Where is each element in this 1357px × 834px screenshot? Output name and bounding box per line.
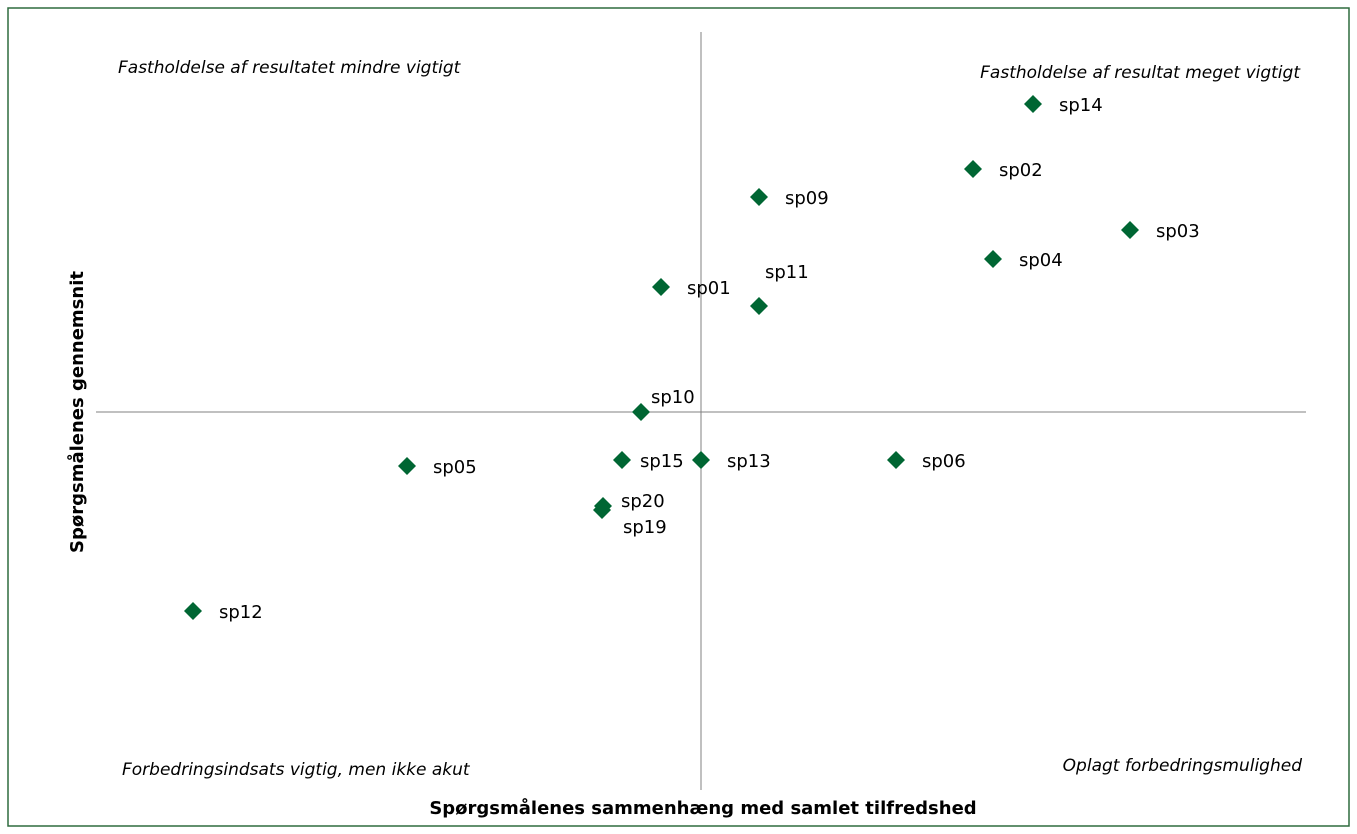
quadrant-note: Fastholdelse af resultatet mindre vigtig… [118, 58, 462, 78]
x-axis-title: Spørgsmålenes sammenhæng med samlet tilf… [429, 797, 976, 819]
point-label: sp19 [623, 517, 667, 538]
point-label: sp05 [433, 457, 477, 478]
point-label: sp13 [727, 451, 771, 472]
point-label: sp04 [1019, 250, 1063, 271]
data-point [1024, 95, 1042, 113]
quadrant-note: Oplagt forbedringsmulighed [1063, 756, 1303, 776]
point-label: sp03 [1156, 221, 1200, 242]
data-point [613, 451, 631, 469]
point-label: sp20 [621, 491, 665, 512]
point-label: sp12 [219, 602, 263, 623]
point-label: sp14 [1059, 95, 1103, 116]
chart-frame [7, 7, 1350, 827]
data-point [593, 501, 611, 519]
data-point [184, 602, 202, 620]
data-point [887, 451, 905, 469]
data-point [692, 451, 710, 469]
quadrant-note: Fastholdelse af resultat meget vigtigt [980, 63, 1301, 83]
quadrant-note: Forbedringsindsats vigtig, men ikke akut [122, 760, 471, 780]
data-point [398, 457, 416, 475]
data-point [750, 297, 768, 315]
data-point [964, 160, 982, 178]
point-label: sp06 [922, 451, 966, 472]
point-label: sp09 [785, 188, 829, 209]
point-label: sp10 [651, 387, 695, 408]
point-label: sp11 [765, 262, 809, 283]
data-point [1121, 221, 1139, 239]
point-label: sp01 [687, 278, 731, 299]
point-label: sp02 [999, 160, 1043, 181]
data-point [750, 188, 768, 206]
y-axis-title: Spørgsmålenes gennemsnit [66, 271, 88, 553]
data-point [984, 250, 1002, 268]
point-label: sp15 [640, 451, 684, 472]
data-point [652, 278, 670, 296]
data-point [632, 403, 650, 421]
